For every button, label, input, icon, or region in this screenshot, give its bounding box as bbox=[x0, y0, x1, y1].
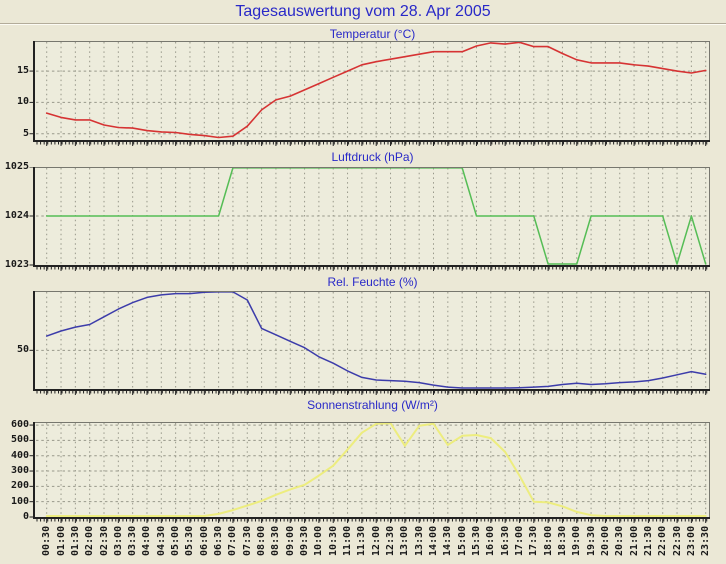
x-axis-label: 18:00 bbox=[542, 525, 554, 556]
pressure-title: Luftdruck (hPa) bbox=[331, 150, 414, 164]
x-axis-label: 11:30 bbox=[356, 525, 368, 556]
x-axis-label: 13:30 bbox=[413, 525, 425, 556]
x-axis-label: 16:30 bbox=[499, 525, 511, 556]
x-axis-label: 22:30 bbox=[671, 525, 683, 556]
radiation-y-axis-label: 300 bbox=[10, 465, 29, 477]
temperature-y-axis-label: 10 bbox=[16, 96, 29, 108]
x-axis-label: 03:00 bbox=[112, 525, 124, 556]
x-axis-label: 02:30 bbox=[98, 525, 110, 556]
x-axis-label: 12:00 bbox=[370, 525, 382, 556]
gridlines bbox=[36, 292, 710, 388]
temperature-title: Temperatur (°C) bbox=[329, 27, 416, 41]
gridlines bbox=[36, 42, 710, 139]
x-axis-label: 01:30 bbox=[69, 525, 81, 556]
axis-ticks bbox=[29, 349, 708, 395]
x-axis-label: 06:00 bbox=[198, 525, 210, 556]
x-axis-label: 21:00 bbox=[628, 525, 640, 556]
x-axis-label: 14:30 bbox=[442, 525, 454, 556]
plot-border bbox=[33, 422, 710, 519]
x-axis-label: 19:30 bbox=[585, 525, 597, 556]
pressure-y-axis-label: 1024 bbox=[4, 210, 29, 221]
x-axis-label: 15:00 bbox=[456, 525, 468, 556]
x-axis-label: 17:30 bbox=[528, 525, 540, 556]
humidity-title: Rel. Feuchte (%) bbox=[327, 275, 418, 289]
temperature-plot bbox=[29, 41, 710, 146]
pressure-plot bbox=[29, 167, 710, 271]
temperature-y-axis-label: 15 bbox=[16, 65, 29, 77]
radiation-y-axis-label: 600 bbox=[10, 419, 29, 431]
x-axis-label: 06:30 bbox=[213, 525, 225, 556]
x-axis-label: 16:00 bbox=[485, 525, 497, 556]
page-title: Tagesauswertung vom 28. Apr 2005 bbox=[235, 3, 491, 20]
x-axis-label: 21:30 bbox=[642, 525, 654, 556]
plot-border bbox=[33, 291, 710, 391]
axis-ticks bbox=[29, 424, 708, 523]
x-axis-label: 04:00 bbox=[141, 525, 153, 556]
humidity-y-axis-label: 50 bbox=[16, 344, 29, 356]
x-axis-label: 12:30 bbox=[385, 525, 397, 556]
x-axis-label: 03:30 bbox=[127, 525, 139, 556]
pressure-y-axis-label: 1025 bbox=[4, 161, 29, 172]
x-axis-label: 23:00 bbox=[685, 525, 697, 556]
radiation-y-axis-label: 500 bbox=[10, 434, 29, 446]
radiation-y-axis-label: 100 bbox=[10, 495, 29, 507]
x-axis-label: 19:00 bbox=[571, 525, 583, 556]
title-divider bbox=[0, 23, 726, 25]
pressure-y-axis-label: 1023 bbox=[4, 259, 29, 270]
radiation-y-axis-label: 0 bbox=[22, 511, 29, 522]
x-axis-label: 08:30 bbox=[270, 525, 282, 556]
x-axis-label: 17:00 bbox=[513, 525, 525, 556]
gridlines bbox=[36, 423, 710, 516]
x-axis-label: 01:00 bbox=[55, 525, 67, 556]
x-axis-label: 09:00 bbox=[284, 525, 296, 556]
plot-background bbox=[35, 291, 710, 389]
x-axis-label: 20:00 bbox=[599, 525, 611, 556]
temperature-y-axis-label: 5 bbox=[22, 127, 29, 139]
x-axis-label: 23:30 bbox=[700, 525, 712, 556]
radiation-series-line bbox=[45, 422, 707, 517]
x-axis-label: 09:30 bbox=[299, 525, 311, 556]
x-axis-label: 14:00 bbox=[428, 525, 439, 556]
x-axis-label: 11:00 bbox=[342, 525, 354, 556]
x-axis-label: 05:30 bbox=[184, 525, 196, 556]
humidity-series-line bbox=[45, 291, 707, 389]
axis-ticks bbox=[29, 167, 708, 271]
radiation-title: Sonnenstrahlung (W/m²) bbox=[307, 398, 438, 412]
x-axis-label: 20:30 bbox=[614, 525, 626, 556]
x-axis-label: 07:00 bbox=[227, 525, 239, 556]
x-axis-label: 05:00 bbox=[170, 525, 182, 556]
humidity-plot bbox=[29, 291, 710, 395]
x-axis-label: 08:00 bbox=[256, 525, 268, 556]
axis-ticks bbox=[29, 70, 708, 146]
x-axis-label: 15:30 bbox=[470, 525, 482, 556]
x-axis-label: 07:30 bbox=[241, 525, 253, 556]
x-axis-label: 04:30 bbox=[155, 525, 167, 556]
x-axis-label: 22:00 bbox=[657, 525, 669, 556]
x-axis-label: 13:00 bbox=[399, 525, 411, 556]
plot-background bbox=[35, 41, 710, 140]
plot-border bbox=[33, 167, 710, 267]
x-axis-label: 10:00 bbox=[313, 525, 325, 556]
plot-border bbox=[33, 41, 710, 142]
x-axis-label: 10:30 bbox=[327, 525, 339, 556]
temperature-series-line bbox=[45, 41, 707, 139]
x-axis-label: 02:00 bbox=[84, 525, 96, 556]
plot-background bbox=[35, 422, 710, 517]
x-axis-label: 18:30 bbox=[556, 525, 568, 556]
x-axis-label: 00:30 bbox=[41, 525, 53, 556]
radiation-y-axis-label: 200 bbox=[10, 480, 29, 492]
radiation-plot bbox=[29, 422, 710, 523]
radiation-y-axis-label: 400 bbox=[10, 449, 29, 461]
